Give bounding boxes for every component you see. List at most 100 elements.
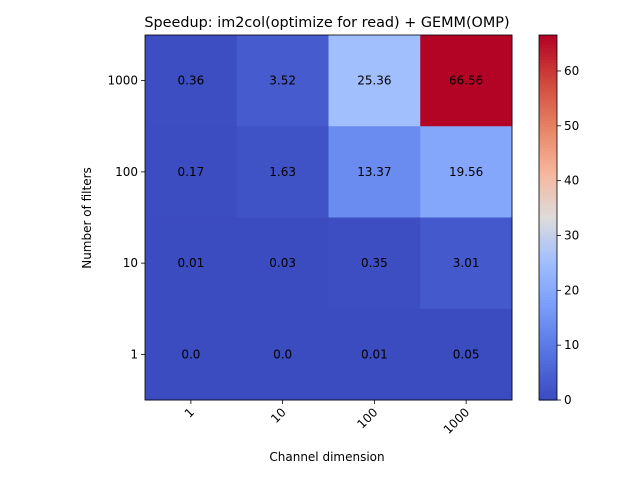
colorbar-segment (539, 187, 557, 191)
colorbar-segment (539, 104, 557, 109)
colorbar-segment (539, 293, 557, 298)
colorbar-segment (539, 44, 557, 48)
heatmap-cell (328, 35, 421, 127)
colorbar-segment (539, 184, 557, 188)
heatmap-cell (236, 217, 329, 310)
colorbar-segment (539, 238, 557, 243)
colorbar-segment (539, 83, 557, 88)
colorbar-segment (539, 299, 557, 304)
cell-value-label: 0.03 (269, 256, 296, 270)
colorbar-segment (539, 302, 557, 307)
colorbar-segment (539, 263, 557, 267)
colorbar-segment (539, 141, 557, 146)
colorbar-tick-label: 40 (564, 174, 579, 188)
colorbar-segment (539, 101, 557, 106)
colorbar-segment (539, 381, 557, 386)
colorbar-tick-label: 0 (564, 393, 572, 407)
colorbar-tick-label: 20 (564, 283, 579, 297)
colorbar-segment (539, 202, 557, 206)
colorbar-segment (539, 117, 557, 121)
colorbar-segment (539, 305, 557, 310)
colorbar-segment (539, 333, 557, 337)
colorbar-segment (539, 336, 557, 340)
colorbar-segment (539, 378, 557, 383)
colorbar-segment (539, 357, 557, 362)
heatmap-cell (145, 126, 238, 218)
colorbar-segment (539, 199, 557, 203)
cell-labels: 0.36 3.52 25.36 66.56 0.17 1.63 13.37 19.56 0.01… (178, 74, 484, 362)
colorbar-segment (539, 396, 557, 401)
y-tick-label: 1 (130, 347, 138, 361)
colorbar-segment (539, 260, 557, 264)
colorbar-segment (539, 345, 557, 349)
colorbar-segment (539, 348, 557, 352)
colorbar-segment (539, 272, 557, 276)
colorbar-segment (539, 330, 557, 334)
colorbar-segment (539, 156, 557, 161)
colorbar-segment (539, 77, 557, 82)
colorbar-segment (539, 174, 557, 179)
colorbar-segment (539, 89, 557, 94)
heatmap-cell (328, 308, 421, 401)
y-tick-label: 1000 (107, 74, 138, 88)
heatmap-cell (328, 126, 421, 218)
colorbar-segment (539, 354, 557, 359)
colorbar-segment (539, 390, 557, 395)
colorbar-segment (539, 35, 557, 39)
cell-value-label: 0.35 (361, 256, 388, 270)
colorbar-segment (539, 196, 557, 200)
colorbar-segment (539, 351, 557, 355)
heatmap-cell (236, 308, 329, 401)
heatmap-cell (236, 35, 329, 127)
colorbar-tick-label: 50 (564, 119, 579, 133)
colorbar-ticks: 0 10 20 30 40 50 60 (557, 64, 579, 407)
colorbar-segment (539, 132, 557, 136)
colorbar-segment (539, 114, 557, 118)
colorbar-segment (539, 86, 557, 91)
colorbar-segment (539, 62, 557, 67)
colorbar-tick-label: 60 (564, 64, 579, 78)
heatmap-cell (420, 217, 513, 310)
colorbar-segment (539, 372, 557, 377)
colorbar-segment (539, 135, 557, 140)
colorbar-segment (539, 80, 557, 85)
colorbar-segment (539, 241, 557, 246)
colorbar-segment (539, 41, 557, 45)
cell-value-label: 1.63 (269, 165, 296, 179)
colorbar-segment (539, 232, 557, 237)
colorbar-segment (539, 269, 557, 273)
colorbar-segment (539, 366, 557, 371)
colorbar-segment (539, 205, 557, 209)
cell-value-label: 0.01 (178, 256, 205, 270)
colorbar-segment (539, 387, 557, 392)
colorbar-segment (539, 50, 557, 54)
colorbar-segment (539, 284, 557, 289)
colorbar-segment (539, 193, 557, 197)
colorbar-segment (539, 257, 557, 261)
cell-value-label: 0.36 (178, 74, 205, 88)
colorbar-segment (539, 150, 557, 155)
colorbar-segment (539, 162, 557, 167)
colorbar-segment (539, 393, 557, 398)
colorbar-segment (539, 217, 557, 222)
colorbar-segment (539, 71, 557, 76)
colorbar-segment (539, 138, 557, 143)
colorbar-segment (539, 375, 557, 380)
colorbar-segment (539, 360, 557, 365)
heatmap-cell (236, 126, 329, 218)
colorbar-segment (539, 208, 557, 213)
cell-value-label: 25.36 (357, 74, 391, 88)
cell-value-label: 19.56 (449, 165, 483, 179)
colorbar-segment (539, 108, 557, 112)
heatmap-cell (420, 126, 513, 218)
x-tick-label: 1000 (441, 405, 472, 436)
colorbar-segment (539, 56, 557, 60)
plot-frame (144, 34, 513, 401)
colorbar-segment (539, 129, 557, 133)
colorbar-segment (539, 244, 557, 249)
colorbar-segment (539, 168, 557, 173)
heatmap-cell (145, 308, 238, 401)
colorbar-segment (539, 254, 557, 258)
colorbar-segment (539, 65, 557, 70)
